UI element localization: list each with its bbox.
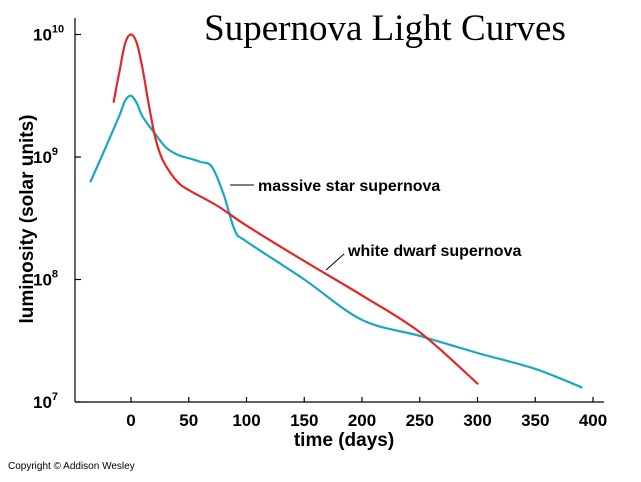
- massive-star-annotation: massive star supernova: [258, 178, 440, 195]
- y-tick-base: 10: [33, 271, 52, 290]
- y-tick-base: 10: [33, 393, 52, 412]
- y-tick-label: 1010: [33, 24, 64, 45]
- x-tick-label: 350: [521, 411, 549, 430]
- x-tick-label: 100: [232, 411, 260, 430]
- white-dwarf-leader-line: [325, 253, 345, 271]
- y-axis-label: luminosity (solar units): [17, 114, 38, 323]
- y-tick-label: 107: [33, 391, 58, 412]
- x-tick-label: 150: [290, 411, 318, 430]
- copyright-notice: Copyright © Addison Wesley: [8, 461, 135, 472]
- y-tick-label: 109: [33, 146, 58, 167]
- y-tick-base: 10: [33, 148, 52, 167]
- y-tick-exponent: 9: [52, 146, 58, 158]
- massive-star-supernova-line: [89, 94, 583, 389]
- y-tick-label: 108: [33, 269, 58, 290]
- x-tick-label: 50: [179, 411, 198, 430]
- x-tick-label: 200: [348, 411, 376, 430]
- x-axis-label: time (days): [294, 430, 394, 451]
- y-tick-exponent: 8: [52, 269, 58, 281]
- x-tick-label: 250: [406, 411, 434, 430]
- x-tick-label: 0: [126, 411, 135, 430]
- x-axis-ticks: 0 50 100 150 200 250 300 350 400: [126, 397, 607, 430]
- y-tick-base: 10: [33, 26, 52, 45]
- chart-title: Supernova Light Curves: [204, 8, 566, 49]
- x-tick-label: 400: [579, 411, 607, 430]
- y-tick-exponent: 10: [52, 24, 64, 36]
- series-lines: [89, 33, 583, 389]
- x-tick-label: 300: [463, 411, 491, 430]
- y-tick-exponent: 7: [52, 391, 58, 403]
- white-dwarf-supernova-line: [112, 33, 479, 385]
- white-dwarf-annotation: white dwarf supernova: [347, 243, 521, 260]
